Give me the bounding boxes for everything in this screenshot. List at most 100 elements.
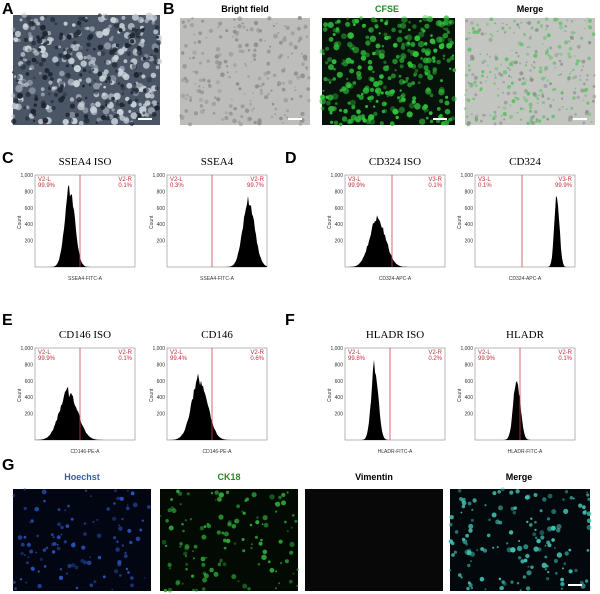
cell [105,80,108,83]
cell [442,54,446,58]
cell [335,41,342,48]
cell [244,92,246,95]
cell [151,100,158,106]
cell [547,54,550,57]
cell [41,51,49,59]
cell [387,35,391,40]
cell [479,576,485,582]
cell [154,86,159,90]
cell [515,489,520,494]
cell [543,67,548,72]
cell [367,65,373,71]
cell [541,94,545,98]
cell [484,80,487,83]
cell [47,92,51,96]
cell [484,504,487,507]
cell [499,586,504,591]
y-axis-label: Count [149,388,155,402]
cell [267,16,272,21]
cell [23,488,27,491]
cell [109,37,113,42]
cell [466,586,470,591]
cell [492,491,497,496]
cell [77,102,85,111]
cell [45,40,50,44]
cell [119,115,126,121]
cell [299,94,303,98]
cell [35,551,37,554]
cell [104,99,110,105]
cell [193,41,197,45]
cell [153,60,158,65]
gate-pct: 99.4% [170,356,188,362]
cell [109,80,113,84]
cell [54,45,58,50]
cell [570,70,573,73]
cell [40,24,46,31]
cell [327,21,334,28]
cell [481,70,485,74]
cell [257,120,262,126]
cell [270,89,273,92]
cell [14,30,21,38]
cell [374,49,381,56]
cell [28,20,35,27]
cell [253,20,259,26]
cell [223,546,227,550]
cell [465,37,469,41]
cell [410,42,416,47]
cell [63,540,67,544]
cell [58,575,64,581]
cell [554,53,559,57]
cell [41,57,46,63]
cell [558,59,562,63]
cell [535,120,538,123]
cell [445,95,449,99]
cell [458,573,462,577]
cell [391,27,396,33]
cell [127,99,133,105]
cell [142,62,150,69]
cell [508,62,513,67]
cell [13,37,19,43]
cell [356,70,362,77]
cell [572,497,575,500]
gate-label: V2-L [38,350,51,356]
cell [586,74,589,77]
cell [517,41,522,46]
cell [293,45,298,50]
cell [446,30,451,34]
cell [250,61,253,63]
cell [516,23,520,27]
cell [65,572,68,575]
gate-pct: 0.6% [250,356,264,362]
cell [525,61,528,64]
cell [82,68,87,73]
cell [117,82,121,85]
cell [554,66,557,69]
cell [193,111,198,116]
cell [279,561,283,565]
gate-pct: 0.1% [118,183,132,189]
cell [519,71,524,76]
cell [478,28,482,32]
cell [547,526,553,532]
cell [63,48,66,51]
cell [56,546,61,551]
cell [306,87,311,91]
cell [436,107,441,111]
cell [498,505,503,511]
cell [105,59,111,65]
cell [140,28,145,33]
cell [93,47,96,51]
cell [488,518,491,522]
cell [40,92,45,97]
cell [116,99,119,103]
cell [532,532,537,537]
cell [159,515,162,517]
cell [111,61,118,68]
cell [75,586,79,590]
cell [266,77,270,80]
cell [111,35,114,39]
cell [181,20,185,24]
